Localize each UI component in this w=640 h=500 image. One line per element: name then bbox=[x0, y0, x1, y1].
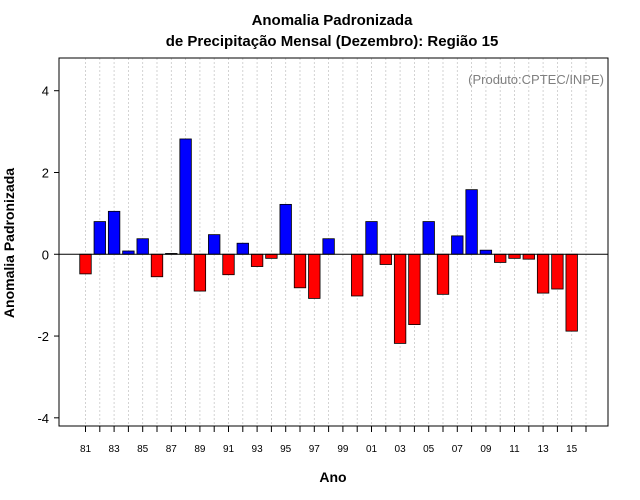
x-tick-label: 09 bbox=[480, 444, 492, 455]
bar-2010 bbox=[494, 253, 507, 263]
y-axis: -4 -2 0 2 4 bbox=[37, 84, 59, 426]
bar-1998 bbox=[322, 238, 335, 255]
x-tick-label: 07 bbox=[452, 444, 464, 455]
source-annotation: (Produto:CPTEC/INPE) bbox=[468, 72, 604, 87]
bar-2008 bbox=[465, 189, 478, 255]
x-tick-label: 03 bbox=[395, 444, 407, 455]
x-tick-label: 91 bbox=[223, 444, 235, 455]
x-tick-label: 81 bbox=[80, 444, 92, 455]
x-tick-label: 83 bbox=[109, 444, 121, 455]
bar-1994 bbox=[265, 253, 278, 259]
bar-2013 bbox=[536, 253, 550, 294]
bar-2007 bbox=[451, 235, 464, 255]
bar-1988 bbox=[179, 138, 192, 255]
bar-1982 bbox=[93, 221, 106, 255]
chart-title: Anomalia Padronizada bbox=[252, 12, 414, 29]
bar-1991 bbox=[222, 253, 235, 276]
grid-lines bbox=[85, 58, 587, 426]
x-tick-label: 01 bbox=[366, 444, 378, 455]
y-tick-label: -2 bbox=[37, 329, 49, 344]
x-tick-label: 97 bbox=[309, 444, 321, 455]
plot-frame bbox=[58, 57, 609, 427]
x-tick-label: 99 bbox=[337, 444, 349, 455]
x-tick-label: 85 bbox=[137, 444, 149, 455]
y-tick-label: -4 bbox=[37, 411, 49, 426]
bar-2006 bbox=[436, 253, 450, 295]
bar-2002 bbox=[379, 253, 392, 265]
bar-1997 bbox=[308, 253, 321, 299]
x-tick-label: 15 bbox=[566, 444, 578, 455]
x-axis-label: Ano bbox=[319, 469, 346, 485]
bar-1985 bbox=[136, 238, 149, 255]
x-tick-label: 05 bbox=[423, 444, 435, 455]
bar-1986 bbox=[150, 253, 164, 278]
bar-2014 bbox=[551, 253, 564, 290]
y-tick-label: 0 bbox=[42, 247, 49, 262]
x-tick-label: 11 bbox=[509, 444, 520, 455]
bar-1996 bbox=[293, 253, 307, 289]
bar-1995 bbox=[279, 203, 292, 255]
bar-1990 bbox=[208, 234, 221, 255]
bar-2005 bbox=[422, 221, 435, 255]
y-tick-label: 2 bbox=[42, 165, 49, 180]
bar-1981 bbox=[79, 253, 92, 275]
bar-1983 bbox=[107, 210, 121, 255]
bar-2003 bbox=[393, 253, 407, 344]
bar-2012 bbox=[522, 253, 535, 260]
bar-1992 bbox=[236, 242, 249, 255]
bar-2000 bbox=[351, 253, 364, 297]
x-axis: 81 83 85 87 89 91 93 95 97 99 01 03 05 07 09 11 13 15 bbox=[80, 426, 587, 455]
y-tick-label: 4 bbox=[42, 84, 49, 99]
x-tick-label: 13 bbox=[538, 444, 550, 455]
y-axis-label: Anomalia Padronizada bbox=[1, 168, 17, 318]
bar-2001 bbox=[365, 221, 378, 255]
x-tick-label: 93 bbox=[252, 444, 264, 455]
x-tick-label: 89 bbox=[194, 444, 206, 455]
bar-1993 bbox=[250, 253, 264, 267]
x-tick-label: 95 bbox=[280, 444, 292, 455]
bar-1989 bbox=[193, 253, 207, 292]
bar-2009 bbox=[479, 249, 493, 255]
bar-2011 bbox=[508, 253, 521, 259]
bar-2004 bbox=[408, 253, 421, 325]
x-tick-label: 87 bbox=[166, 444, 178, 455]
bars bbox=[79, 138, 578, 344]
bar-2015 bbox=[565, 253, 578, 332]
chart-subtitle: de Precipitação Mensal (Dezembro): Regiã… bbox=[166, 33, 499, 50]
